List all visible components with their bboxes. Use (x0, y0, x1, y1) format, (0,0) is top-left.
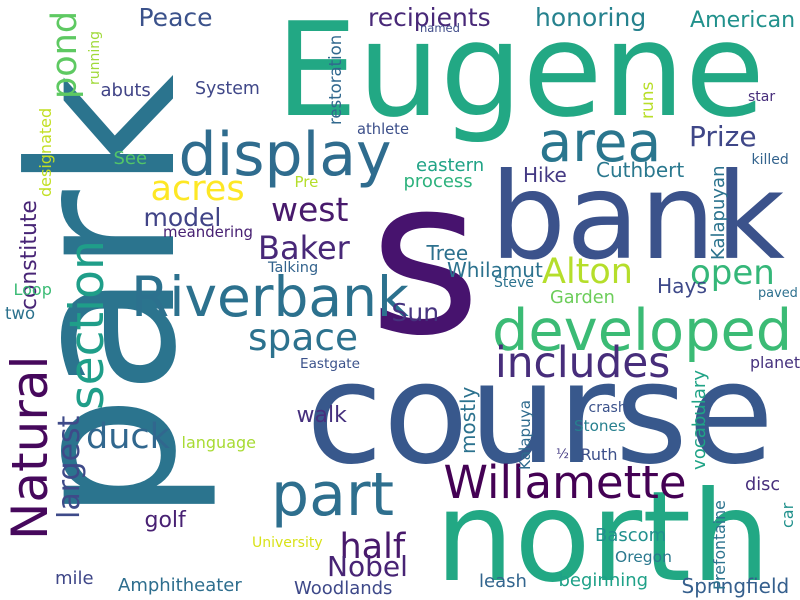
word-stones: Stones (574, 416, 626, 435)
word-riverbank: Riverbank (131, 265, 409, 329)
word-pond: pond (45, 10, 85, 99)
word-s: s (369, 132, 482, 383)
word-vocabulary: vocabulary (689, 369, 710, 470)
word-half: half (339, 527, 406, 567)
word-abuts: abuts (100, 80, 151, 101)
word-area: area (538, 110, 662, 174)
word-willamette: Willamette (443, 456, 687, 509)
word-garden: Garden (550, 288, 615, 308)
word-kalapuya: Kalapuya (515, 399, 534, 470)
word-eastern: eastern (416, 155, 485, 176)
word-woodlands: Woodlands (294, 578, 393, 599)
word-system: System (195, 78, 260, 99)
word-language: language (181, 433, 257, 452)
word-display: display (178, 120, 392, 190)
word-hike: Hike (523, 163, 567, 187)
word-see: See (113, 148, 148, 169)
word-oregon: Oregon (615, 548, 672, 566)
word-talking: Talking (268, 259, 319, 276)
word-golf: golf (144, 508, 186, 533)
word-car: car (778, 502, 797, 528)
word-north: north (435, 465, 771, 600)
word-named: named (420, 21, 460, 35)
word-nobel: Nobel (327, 550, 408, 583)
word-leash: leash (479, 571, 527, 592)
word-kalapuyan: Kalapuyan (708, 165, 729, 260)
word-course: course (306, 333, 774, 496)
word-paved: paved (758, 285, 798, 301)
word-university: University (252, 535, 323, 551)
word-duck: duck (86, 417, 170, 457)
word-running: running (87, 30, 103, 85)
word-mile: mile (55, 568, 94, 589)
word-mostly: mostly (456, 386, 480, 454)
word-hays: Hays (657, 274, 708, 298)
word-peace: Peace (138, 3, 213, 32)
word-cuthbert: Cuthbert (596, 158, 685, 182)
word-honoring: honoring (535, 3, 647, 32)
word-springfield: Springfield (681, 574, 790, 598)
word-pre: Pre (294, 173, 319, 191)
word-open: open (690, 252, 775, 293)
word-eastgate: Eastgate (300, 356, 360, 372)
word-section: section (60, 240, 115, 410)
word-disc: disc (745, 475, 781, 495)
word-largest: largest (52, 415, 87, 519)
word-killed: killed (751, 152, 789, 168)
word-two: two (5, 303, 36, 323)
word-part: part (271, 460, 395, 530)
word-developed: developed (492, 296, 793, 364)
word-alton: Alton (542, 252, 633, 292)
word-prize: Prize (689, 120, 757, 153)
word-runs: runs (638, 81, 658, 119)
word-eugene: Eugene (275, 0, 765, 146)
word-american: American (690, 6, 796, 33)
word-ruth: Ruth (580, 445, 618, 464)
word-designated: designated (36, 107, 55, 197)
word-planet: planet (750, 353, 800, 372)
word-loop: Loop (13, 280, 52, 299)
word-whilamut: Whilamut (447, 258, 543, 282)
word-model: model (143, 203, 222, 232)
word-crash: crash (588, 400, 627, 416)
word-tree: Tree (426, 241, 469, 265)
word-bank: bank (490, 147, 785, 287)
word-baker: Baker (258, 229, 350, 267)
word-natural: Natural (1, 355, 59, 540)
word-sun: Sun (391, 298, 440, 327)
word-space: space (248, 314, 359, 359)
word-walk: walk (296, 403, 347, 428)
word-athlete: athlete (357, 120, 409, 138)
word-recipients: recipients (368, 3, 491, 32)
word-west: west (271, 190, 349, 229)
word-amphitheater: Amphitheater (118, 575, 242, 596)
word-half-symbol: ½ (556, 446, 569, 462)
word-includes: includes (495, 337, 671, 387)
word-process: process (403, 171, 473, 192)
word-steve: Steve (494, 275, 534, 291)
word-bascom: Bascom (595, 525, 667, 546)
word-restoration: restoration (326, 34, 345, 125)
word-meandering: meandering (163, 222, 253, 241)
word-prefontaine: Prefontaine (710, 500, 729, 590)
word-acres: acres (150, 169, 245, 209)
word-beginning: beginning (558, 570, 649, 591)
word-star: star (748, 89, 776, 105)
